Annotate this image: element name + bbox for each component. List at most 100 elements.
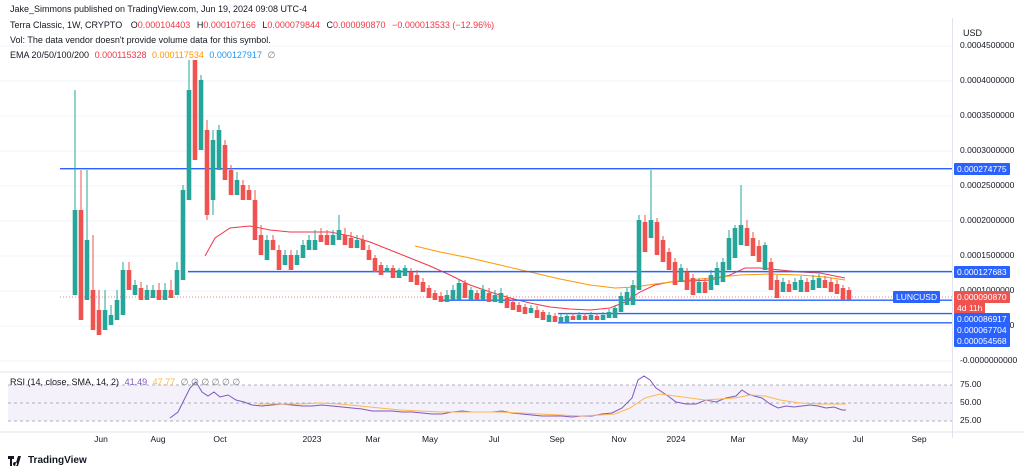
candle-body bbox=[750, 238, 756, 256]
candle-body bbox=[324, 235, 330, 245]
symbol-ohlc-line[interactable]: Terra Classic, 1W, CRYPTO O0.000104403 H… bbox=[10, 20, 494, 30]
candle-body bbox=[594, 316, 600, 320]
countdown-badge: 4d 11h bbox=[954, 302, 986, 314]
price-tick-label: 0.0004000000 bbox=[960, 75, 1015, 85]
rsi-sma-value: 47.77 bbox=[152, 377, 176, 387]
level-badge-1: 0.000274775 bbox=[954, 162, 1010, 175]
close-value: 0.000090870 bbox=[332, 20, 386, 30]
candle-body bbox=[384, 268, 390, 272]
candle-body bbox=[438, 296, 444, 302]
candle-body bbox=[102, 310, 108, 330]
time-axis-label: Jul bbox=[852, 434, 864, 444]
candle-body bbox=[768, 262, 774, 290]
candle-body bbox=[168, 290, 174, 298]
high-label: H bbox=[196, 20, 204, 30]
candle-body bbox=[312, 240, 318, 250]
candle-body bbox=[414, 275, 420, 285]
candle-body bbox=[318, 235, 324, 242]
candle-body bbox=[558, 317, 564, 322]
candle-body bbox=[612, 308, 618, 318]
symbol-name[interactable]: Terra Classic, 1W, CRYPTO bbox=[10, 20, 123, 30]
rsi-sma-line bbox=[258, 393, 846, 417]
candle-body bbox=[204, 130, 210, 215]
rsi-value: 41.49 bbox=[124, 377, 148, 387]
tradingview-logo-icon bbox=[8, 455, 21, 466]
time-axis-label: Aug bbox=[150, 434, 166, 444]
candle-body bbox=[576, 315, 582, 320]
candle-body bbox=[636, 220, 642, 290]
rsi-band bbox=[8, 385, 952, 421]
candle-body bbox=[528, 308, 534, 313]
candle-body bbox=[360, 240, 366, 250]
rsi-tick-label: 25.00 bbox=[960, 415, 982, 425]
candle-body bbox=[222, 145, 228, 180]
candle-body bbox=[456, 283, 462, 300]
rsi-tick-label: 50.00 bbox=[960, 397, 982, 407]
price-tick-label: 0.0001500000 bbox=[960, 250, 1015, 260]
ema-label[interactable]: EMA 20/50/100/200 bbox=[10, 50, 90, 60]
candle-body bbox=[744, 228, 750, 246]
candle-body bbox=[150, 290, 156, 298]
candle-body bbox=[672, 262, 678, 285]
candle-body bbox=[708, 275, 714, 290]
level-badge-4: 0.000067704 bbox=[954, 324, 1010, 336]
open-value: 0.000104403 bbox=[137, 20, 191, 30]
time-axis-label: Mar bbox=[365, 434, 381, 444]
candle-body bbox=[348, 238, 354, 248]
candle-body bbox=[702, 282, 708, 293]
candle-body bbox=[120, 270, 126, 315]
ema-legend[interactable]: EMA 20/50/100/200 0.000115328 0.00011753… bbox=[10, 50, 275, 61]
candle-body bbox=[144, 290, 150, 300]
candle-body bbox=[822, 280, 828, 288]
candle-body bbox=[714, 268, 720, 285]
candle-body bbox=[240, 185, 246, 200]
currency-label[interactable]: USD bbox=[963, 28, 983, 38]
ema-value-3: 0.000127917 bbox=[209, 50, 262, 60]
candle-body bbox=[336, 230, 342, 240]
candle-body bbox=[420, 282, 426, 292]
low-value: 0.000079844 bbox=[267, 20, 320, 30]
time-axis-label: 2023 bbox=[302, 434, 322, 444]
candle-body bbox=[252, 200, 258, 240]
candle-body bbox=[756, 246, 762, 262]
candle-body bbox=[816, 278, 822, 288]
candle-body bbox=[306, 240, 312, 250]
rsi-label[interactable]: RSI (14, close, SMA, 14, 2) bbox=[10, 377, 120, 387]
candle-body bbox=[426, 288, 432, 298]
tradingview-logo[interactable]: TradingView bbox=[8, 455, 87, 466]
candle-body bbox=[444, 295, 450, 302]
price-axis[interactable]: USD bbox=[952, 18, 1024, 438]
candle-body bbox=[618, 296, 624, 312]
candle-body bbox=[366, 250, 372, 260]
candle-body bbox=[402, 268, 408, 276]
candle-body bbox=[516, 305, 522, 312]
rsi-pane[interactable] bbox=[8, 375, 952, 422]
price-tick-label: 0.0002500000 bbox=[960, 180, 1015, 190]
rsi-extra: ∅ ∅ ∅ ∅ ∅ ∅ bbox=[180, 377, 241, 387]
last-price-badge: 0.000090870 bbox=[954, 291, 1010, 303]
candle-body bbox=[660, 240, 666, 262]
candle-body bbox=[300, 245, 306, 258]
time-axis-label: Nov bbox=[611, 434, 627, 444]
candle-body bbox=[642, 222, 648, 252]
rsi-line bbox=[169, 375, 846, 419]
candle-body bbox=[726, 238, 732, 270]
candle-body bbox=[504, 298, 510, 308]
candle-body bbox=[552, 316, 558, 322]
candle-body bbox=[582, 316, 588, 320]
candle-body bbox=[372, 258, 378, 272]
candle-body bbox=[108, 315, 114, 325]
close-label: C bbox=[326, 20, 333, 30]
candle-body bbox=[546, 315, 552, 322]
time-axis-label: Jun bbox=[94, 434, 108, 444]
candle-body bbox=[294, 255, 300, 265]
rsi-legend[interactable]: RSI (14, close, SMA, 14, 2) 41.49 47.77 … bbox=[10, 377, 240, 388]
time-axis-label: May bbox=[791, 434, 809, 444]
ema-20-line bbox=[204, 225, 846, 311]
candle-body bbox=[654, 222, 660, 255]
candle-body bbox=[276, 250, 282, 270]
ema-value-1: 0.000115328 bbox=[94, 50, 147, 60]
candle-body bbox=[192, 60, 198, 160]
time-axis[interactable]: Jun Aug Oct 2023 Mar May Jul Sep Nov 2024 Mar May Ju… bbox=[0, 432, 952, 446]
